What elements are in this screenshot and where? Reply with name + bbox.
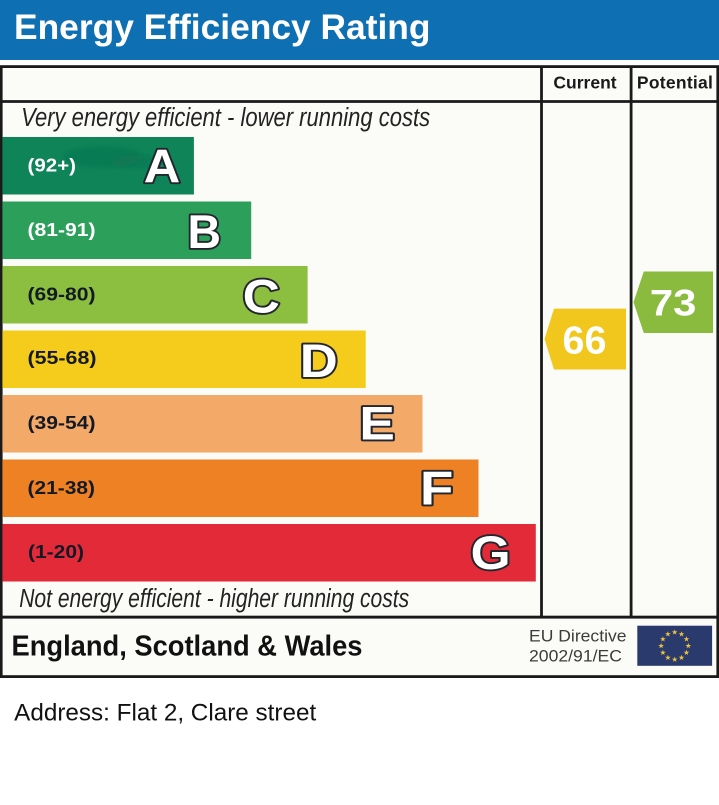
- svg-text:Not energy efficient - higher: Not energy efficient - higher running co…: [19, 585, 409, 613]
- svg-text:F: F: [420, 463, 454, 516]
- svg-text:A: A: [144, 141, 181, 194]
- svg-text:(81-91): (81-91): [28, 220, 96, 240]
- svg-text:B: B: [188, 206, 222, 259]
- svg-text:C: C: [243, 271, 280, 324]
- svg-text:(92+): (92+): [28, 155, 77, 175]
- svg-text:66: 66: [563, 320, 607, 363]
- svg-text:Very energy efficient - lower: Very energy efficient - lower running co…: [21, 104, 430, 132]
- svg-text:(69-80): (69-80): [28, 285, 96, 305]
- svg-text:Address: Flat 2, Clare street: Address: Flat 2, Clare street: [14, 700, 316, 727]
- svg-text:D: D: [300, 335, 338, 388]
- svg-text:EU Directive: EU Directive: [529, 628, 627, 646]
- svg-text:G: G: [471, 527, 511, 580]
- svg-text:Energy Efficiency Rating: Energy Efficiency Rating: [14, 8, 431, 47]
- svg-text:England, Scotland & Wales: England, Scotland & Wales: [12, 630, 363, 662]
- svg-text:2002/91/EC: 2002/91/EC: [529, 648, 622, 666]
- svg-text:(21-38): (21-38): [28, 478, 96, 498]
- svg-text:(39-54): (39-54): [28, 413, 96, 433]
- svg-text:Potential: Potential: [637, 73, 713, 93]
- svg-text:E: E: [359, 398, 395, 451]
- svg-text:Current: Current: [553, 73, 616, 93]
- svg-text:(55-68): (55-68): [28, 348, 97, 368]
- svg-text:(1-20): (1-20): [28, 542, 84, 562]
- svg-text:73: 73: [650, 281, 697, 323]
